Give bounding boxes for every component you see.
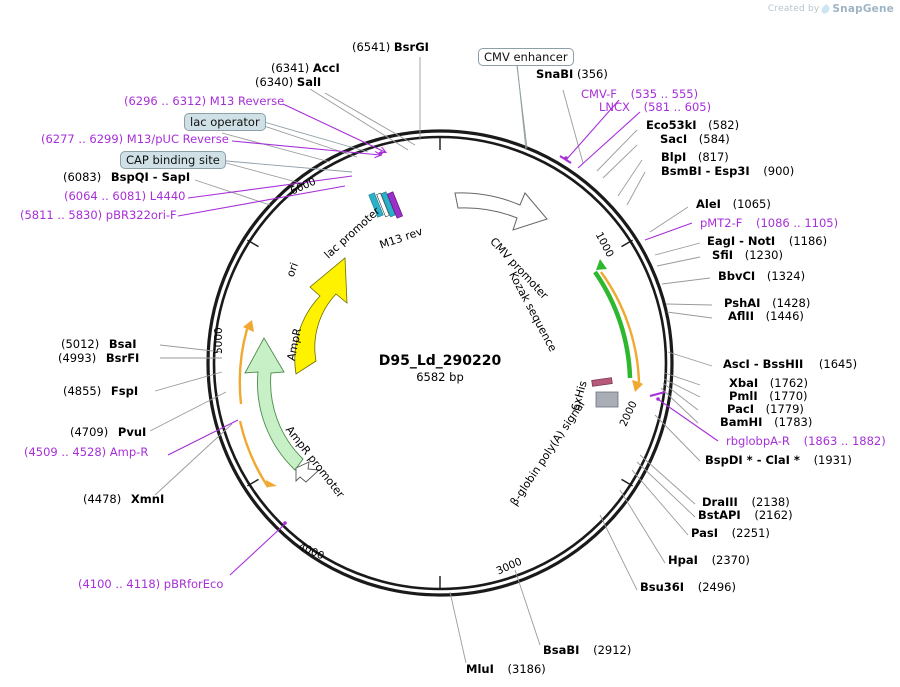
site-label-xmni: (4478) XmnI xyxy=(83,492,165,506)
feature-ampr xyxy=(244,337,304,471)
site-label-pasi: PasI (2251) xyxy=(691,526,770,540)
feature-bglobin-polya xyxy=(595,391,619,408)
feature-ori xyxy=(294,257,348,375)
site-label-pmli: PmlI (1770) xyxy=(729,389,808,403)
feature-6xhis xyxy=(591,377,613,387)
primer-label-cmv-f: CMV-F (535 .. 555) xyxy=(581,87,699,101)
feature-ampr-promoter xyxy=(295,461,321,483)
site-label-paci: PacI (1779) xyxy=(727,402,804,416)
plasmid-size: 6582 bp xyxy=(416,370,464,384)
watermark-prefix: Created by xyxy=(767,4,820,14)
site-label-aflii: AflII (1446) xyxy=(728,309,804,323)
feature-cmv-promoter xyxy=(454,192,548,231)
leader-lines xyxy=(149,57,713,664)
site-label-bsmbi-esp3i: BsmBI - Esp3I (900) xyxy=(661,164,795,178)
tick-label-5000: 5000 xyxy=(213,327,225,354)
snapgene-drop-icon xyxy=(820,3,832,15)
primer-label-rbglobpa-r: rbglobpA-R (1863 .. 1882) xyxy=(726,434,886,448)
site-label-bspqi-sapi: (6083) BspQI - SapI xyxy=(63,170,191,184)
primer-label-l4440: (6064 .. 6081) L4440 xyxy=(64,189,186,203)
feature-boxes-lac-region xyxy=(368,191,404,219)
plasmid-name: D95_Ld_290220 xyxy=(378,353,502,369)
site-label-pshai: PshAI (1428) xyxy=(724,296,811,310)
primer-label-pbrforeco: (4100 .. 4118) pBRforEco xyxy=(78,577,224,591)
snapgene-watermark: Created by SnapGene xyxy=(768,3,894,15)
site-label-bspdi-clai: BspDI * - ClaI * (1931) xyxy=(705,453,852,467)
site-label-bsrfi: (4993) BsrFI xyxy=(58,351,140,365)
direction-arc-heads xyxy=(243,320,643,488)
site-label-draiii: DraIII (2138) xyxy=(702,495,790,509)
site-label-eagi-noti: EagI - NotI (1186) xyxy=(707,234,828,248)
site-label-hpai: HpaI (2370) xyxy=(668,553,750,567)
site-label-asci-bsshii: AscI - BssHII (1645) xyxy=(723,357,858,371)
primer-label-pmt2-f: pMT2-F (1086 .. 1105) xyxy=(700,216,839,230)
watermark-brand: SnapGene xyxy=(832,3,894,15)
site-label-blpi: BlpI (817) xyxy=(661,150,729,164)
primer-label-m13-puc-reverse: (6277 .. 6299) M13/pUC Reverse xyxy=(41,132,229,146)
site-label-acci: (6341) AccI xyxy=(271,61,340,75)
site-label-bsu36i: Bsu36I (2496) xyxy=(640,580,736,594)
site-label-bsai: (5012) BsaI xyxy=(61,337,137,351)
tick-marks xyxy=(247,137,633,589)
site-label-fspi: (4855) FspI xyxy=(63,384,139,398)
site-label-mlui: MluI (3186) xyxy=(466,662,546,676)
site-label-bstapi: BstAPI (2162) xyxy=(698,508,793,522)
site-label-alei: AleI (1065) xyxy=(696,197,771,211)
feature-insert-cds xyxy=(593,259,633,379)
primer-marks-on-circle xyxy=(559,155,666,397)
boxed-label-cmv-enhancer: CMV enhancer xyxy=(478,48,574,66)
site-label-pvui: (4709) PvuI xyxy=(70,425,147,439)
primer-label-amp-r: (4509 .. 4528) Amp-R xyxy=(24,445,149,459)
boxed-label-cap-binding-site: CAP binding site xyxy=(120,151,226,169)
site-label-saci: SacI (584) xyxy=(660,132,730,146)
site-label-snabi: SnaBI (356) xyxy=(536,67,608,81)
primer-label-pbr322ori-f: (5811 .. 5830) pBR322ori-F xyxy=(20,208,177,222)
direction-arcs xyxy=(238,271,641,488)
boxed-label-lac-operator: lac operator xyxy=(184,113,266,131)
site-label-bamhi: BamHI (1783) xyxy=(720,415,813,429)
plasmid-title: D95_Ld_290220 6582 bp xyxy=(340,353,540,384)
primer-label-lncx: LNCX (581 .. 605) xyxy=(599,100,712,114)
site-label-bbvci: BbvCI (1324) xyxy=(718,269,806,283)
site-label-eco53ki: Eco53kI (582) xyxy=(646,118,740,132)
boxed-label-leaders xyxy=(214,62,527,173)
primer-ticks xyxy=(283,151,660,525)
site-label-sali: (6340) SalI xyxy=(255,75,322,89)
primer-label-m13-reverse: (6296 .. 6312) M13 Reverse xyxy=(124,94,285,108)
site-label-bsrgi: (6541) BsrGI xyxy=(352,40,429,54)
site-label-sfii: SfiI (1230) xyxy=(712,248,783,262)
site-label-xbai: XbaI (1762) xyxy=(729,376,809,390)
primer-leader-lines xyxy=(167,99,719,576)
site-label-bsabi: BsaBI (2912) xyxy=(543,643,632,657)
